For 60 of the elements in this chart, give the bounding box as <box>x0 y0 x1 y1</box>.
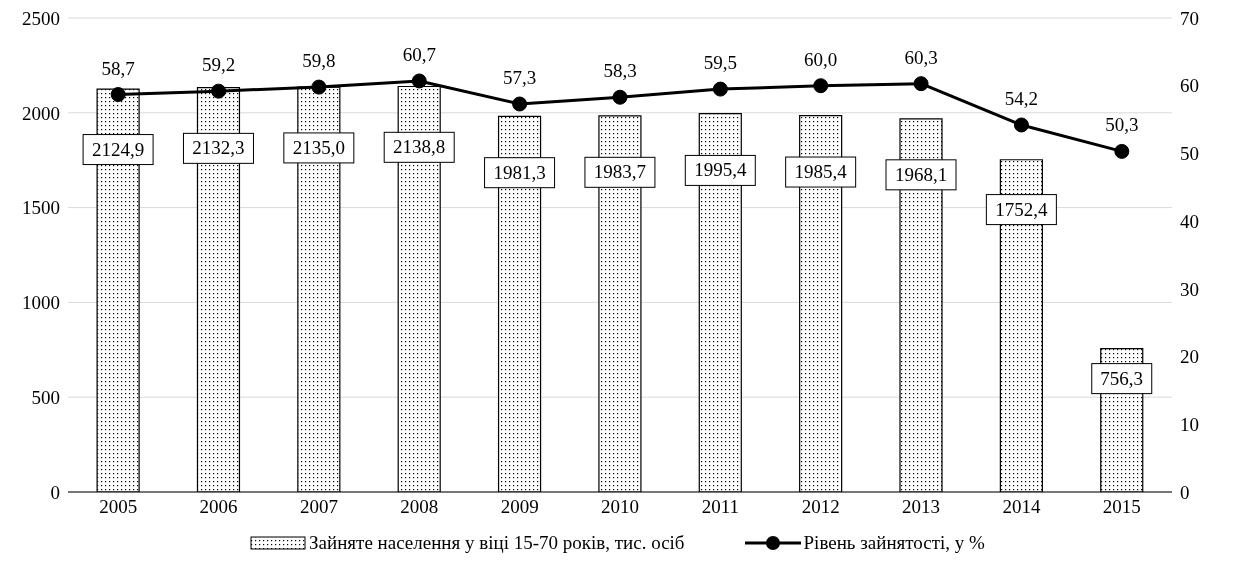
y-tick-label: 1000 <box>22 292 60 314</box>
y2-tick-label: 20 <box>1180 346 1199 368</box>
y2-tick-label: 70 <box>1180 7 1199 29</box>
data-label: 1752,4 <box>995 198 1048 220</box>
data-label: 1981,3 <box>493 161 546 183</box>
data-label: 59,8 <box>302 50 336 72</box>
x-tick-label: 2014 <box>1002 496 1041 518</box>
x-tick-label: 2010 <box>601 496 639 518</box>
point <box>211 83 227 99</box>
y2-tick-label: 50 <box>1180 143 1199 165</box>
data-label: 1995,4 <box>694 159 747 181</box>
data-label: 58,3 <box>603 60 637 82</box>
x-tick-label: 2008 <box>400 496 439 518</box>
data-label: 60,0 <box>804 48 838 70</box>
x-tick-label: 2015 <box>1102 496 1141 518</box>
data-label: 59,2 <box>201 54 236 76</box>
data-label: 2138,8 <box>393 136 446 158</box>
y2-tick-label: 60 <box>1180 75 1199 97</box>
data-label: 2132,3 <box>192 137 245 159</box>
y2-tick-label: 30 <box>1180 278 1199 300</box>
data-label: 756,3 <box>1100 367 1144 389</box>
data-label: 58,7 <box>101 57 135 79</box>
point <box>1013 117 1029 133</box>
point <box>311 79 327 95</box>
point <box>612 89 628 105</box>
point <box>110 87 126 103</box>
data-label: 54,2 <box>1004 87 1039 109</box>
legend-label: Зайняте населення у віці 15-70 років, тис. осіб <box>309 532 685 554</box>
x-tick-label: 2009 <box>500 496 539 518</box>
y-tick-label: 500 <box>31 386 60 408</box>
point <box>813 78 829 94</box>
y2-tick-label: 40 <box>1180 210 1199 232</box>
y-tick-label: 1500 <box>22 197 60 219</box>
data-label: 1983,7 <box>593 161 647 183</box>
y2-tick-label: 10 <box>1180 414 1199 436</box>
data-label: 2124,9 <box>91 138 145 160</box>
legend-label: Рівень зайнятості, у % <box>803 532 985 554</box>
x-tick-label: 2007 <box>299 496 338 518</box>
y-tick-label: 2000 <box>22 102 60 124</box>
data-label: 60,7 <box>402 43 436 65</box>
y2-tick-label: 0 <box>1180 481 1190 503</box>
point <box>712 81 728 97</box>
data-label: 50,3 <box>1105 114 1139 136</box>
data-label: 60,3 <box>904 46 938 68</box>
data-label: 1985,4 <box>794 161 848 183</box>
data-label: 59,5 <box>703 52 737 74</box>
x-tick-label: 2013 <box>902 496 941 518</box>
point <box>913 76 929 92</box>
y-tick-label: 2500 <box>22 7 60 29</box>
point <box>512 96 528 112</box>
x-tick-label: 2005 <box>99 496 138 518</box>
y-tick-label: 0 <box>50 481 60 503</box>
x-tick-label: 2012 <box>801 496 840 518</box>
x-tick-label: 2006 <box>199 496 238 518</box>
data-label: 2135,0 <box>292 136 345 158</box>
point <box>411 73 427 89</box>
point <box>1114 143 1130 159</box>
x-tick-label: 2011 <box>701 496 740 518</box>
data-label: 1968,1 <box>894 163 948 185</box>
data-label: 57,3 <box>503 67 537 88</box>
